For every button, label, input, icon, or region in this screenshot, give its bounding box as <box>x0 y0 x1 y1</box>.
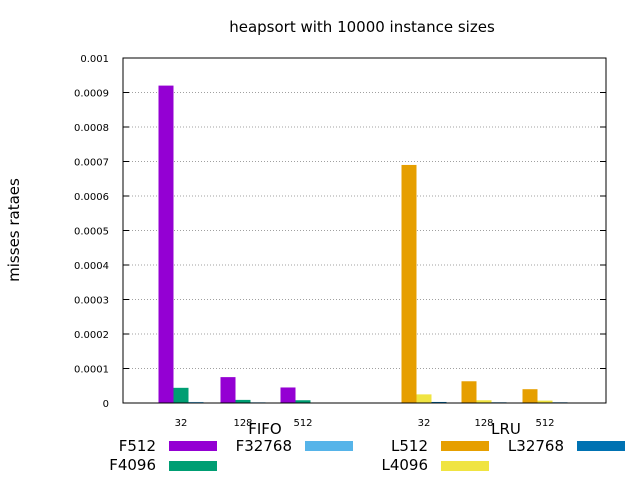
y-tick-label: 0.0007 <box>74 158 109 169</box>
legend-label-l512: L512 <box>391 437 428 455</box>
bar-f32768-32 <box>188 401 204 403</box>
y-tick-label: 0.0001 <box>74 365 109 376</box>
group-label-lru: LRU <box>491 420 521 438</box>
bar-f512-128 <box>220 377 236 403</box>
x-tick-label: 512 <box>535 418 554 429</box>
legend-swatch-f4096 <box>169 461 217 471</box>
y-tick-label: 0.0002 <box>74 330 109 341</box>
bar-l32768-32 <box>431 401 447 403</box>
x-tick-label: 128 <box>474 418 493 429</box>
legend-label-l32768: L32768 <box>508 437 564 455</box>
legend-label-f512: F512 <box>119 437 156 455</box>
bar-l4096-512 <box>537 400 553 403</box>
bars-layer <box>158 85 568 404</box>
x-tick-label: 512 <box>293 418 312 429</box>
x-tick-label: 128 <box>233 418 252 429</box>
ticks-layer: 0 0.0001 0.0002 0.0003 0.0004 0.0005 0.0006 0.0… <box>74 54 606 429</box>
bar-l512-128 <box>461 381 477 403</box>
y-tick-label: 0.0003 <box>74 296 109 307</box>
bar-l4096-32 <box>416 394 432 403</box>
bar-l512-32 <box>401 164 417 403</box>
legend-label-l4096: L4096 <box>381 456 428 474</box>
legend-label-f4096: F4096 <box>109 456 156 474</box>
x-tick-label: 32 <box>175 418 188 429</box>
y-tick-label: 0.0006 <box>74 192 109 203</box>
plot-frame <box>122 57 607 404</box>
bar-f4096-128 <box>235 399 251 403</box>
y-tick-label: 0.001 <box>80 54 109 65</box>
y-tick-label: 0.0005 <box>74 227 109 238</box>
legend-swatch-l32768 <box>577 441 625 451</box>
group-labels: FIFO LRU <box>248 420 521 438</box>
y-tick-label: 0.0008 <box>74 123 109 134</box>
grid-layer <box>123 92 606 369</box>
legend-swatch-l512 <box>441 441 489 451</box>
y-tick-label: 0.0004 <box>74 261 109 272</box>
legend-swatch-f512 <box>169 441 217 451</box>
bar-f4096-32 <box>173 387 189 403</box>
bar-l4096-128 <box>476 400 492 403</box>
chart-title: heapsort with 10000 instance sizes <box>229 18 495 36</box>
y-axis-label: misses rataes <box>5 178 23 282</box>
y-tick-label: 0.0009 <box>74 89 109 100</box>
bar-f512-32 <box>158 85 174 403</box>
group-label-fifo: FIFO <box>248 420 282 438</box>
x-tick-label: 32 <box>418 418 431 429</box>
bar-f4096-512 <box>295 400 311 403</box>
bar-f512-512 <box>280 387 296 403</box>
bar-l512-512 <box>522 389 538 403</box>
legend-swatch-l4096 <box>441 461 489 471</box>
y-tick-label: 0 <box>103 399 109 410</box>
legend-swatch-f32768 <box>305 441 353 451</box>
legend-label-f32768: F32768 <box>236 437 292 455</box>
